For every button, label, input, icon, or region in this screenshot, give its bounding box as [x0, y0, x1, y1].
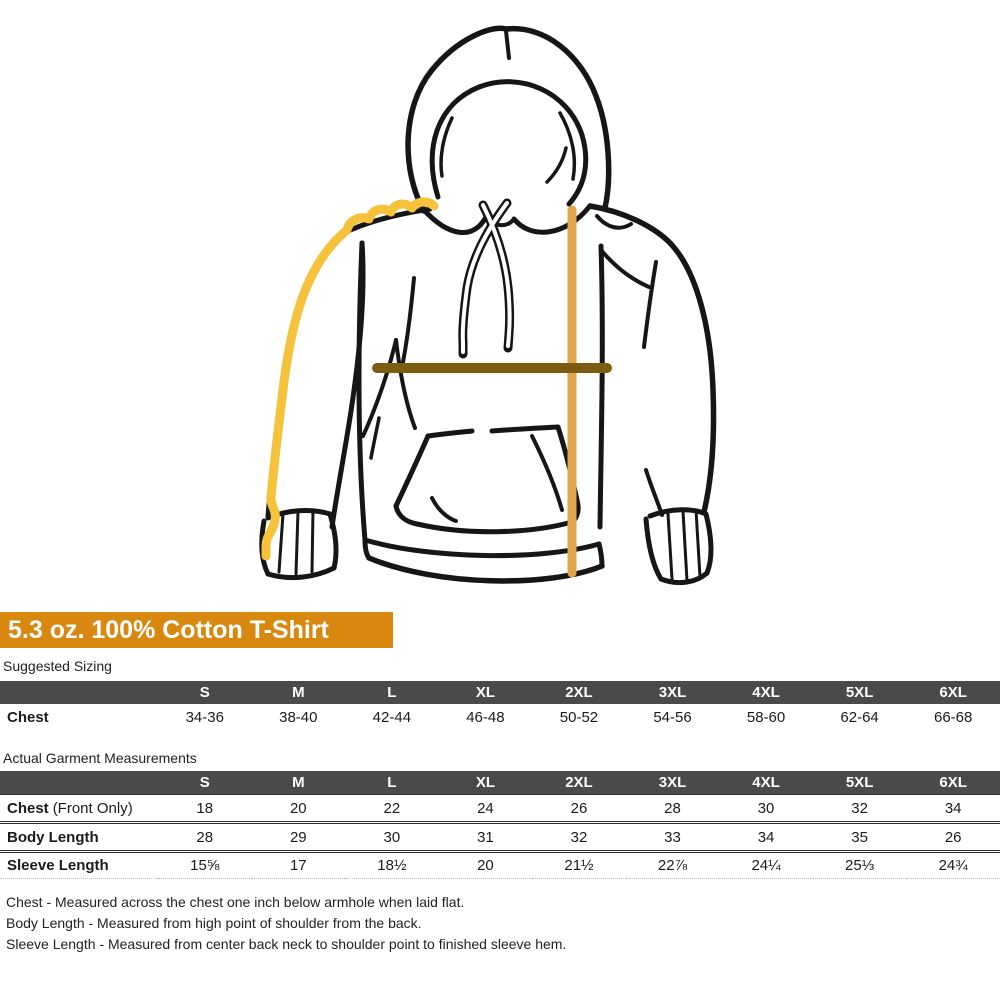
- product-banner: 5.3 oz. 100% Cotton T-Shirt G500: [0, 612, 393, 680]
- value-cell: 21½: [532, 853, 626, 879]
- size-header-cell: 6XL: [906, 771, 1000, 794]
- row-label: Body Length: [0, 824, 158, 853]
- row-label: Sleeve Length: [0, 853, 158, 879]
- table-row: Body Length 28 29 30 31 32 33 34 35 26: [0, 824, 1000, 853]
- value-cell: 20: [251, 794, 346, 824]
- size-header-row: S M L XL 2XL 3XL 4XL 5XL 6XL: [0, 771, 1000, 794]
- size-header-row: S M L XL 2XL 3XL 4XL 5XL 6XL: [0, 681, 1000, 704]
- value-cell: 26: [532, 794, 626, 824]
- row-label: Chest: [7, 708, 49, 726]
- value-cell: 22⅞: [625, 853, 720, 879]
- size-header-cell: M: [251, 771, 346, 794]
- value-cell: 15⅝: [158, 853, 252, 879]
- table-row: Sleeve Length 15⅝ 17 18½ 20 21½ 22⅞ 24¼ …: [0, 853, 1000, 879]
- size-header-cell: 4XL: [719, 681, 813, 704]
- size-header-cell: S: [158, 681, 252, 704]
- suggested-sizing-label: Suggested Sizing: [3, 658, 112, 674]
- note-body-length: Body Length - Measured from high point o…: [6, 915, 422, 931]
- note-chest: Chest - Measured across the chest one in…: [6, 894, 465, 910]
- garment-measurements-table: S M L XL 2XL 3XL 4XL 5XL 6XL Chest (Front…: [0, 771, 1000, 879]
- value-cell: 24¼: [719, 853, 813, 879]
- size-header-cell: 2XL: [532, 681, 626, 704]
- size-header-cell: 2XL: [532, 771, 626, 794]
- hoodie-diagram: [259, 25, 717, 586]
- size-header-cell: M: [251, 681, 346, 704]
- size-header-cell: XL: [438, 771, 533, 794]
- size-header-cell: XL: [438, 681, 533, 704]
- size-header-cell: 4XL: [719, 771, 813, 794]
- value-cell: 34: [906, 794, 1000, 824]
- value-cell: 18½: [345, 853, 439, 879]
- value-cell: 24¾: [906, 853, 1000, 879]
- garment-measurements-label: Actual Garment Measurements: [3, 750, 197, 766]
- value-cell: 54-56: [653, 708, 692, 726]
- value-cell: 26: [906, 824, 1000, 853]
- value-cell: 28: [158, 824, 252, 853]
- value-cell: 58-60: [746, 708, 786, 726]
- hoodie-outline: [259, 25, 717, 586]
- table-row: Chest (Front Only) 18 20 22 24 26 28 30 3…: [0, 794, 1000, 824]
- value-cell: 46-48: [466, 708, 505, 726]
- value-cell: 32: [532, 824, 626, 853]
- row-label: Chest (Front Only): [0, 794, 158, 824]
- table-row: Chest 34-36 38-40 42-44 46-48 50-52 54-5…: [0, 704, 1000, 730]
- size-header-cell: 5XL: [812, 681, 907, 704]
- value-cell: 28: [625, 794, 720, 824]
- size-header-cell: 3XL: [625, 771, 720, 794]
- value-cell: 35: [812, 824, 907, 853]
- size-header-cell: 6XL: [906, 681, 1000, 704]
- header-spacer: [0, 771, 158, 794]
- value-cell: 66-68: [934, 708, 973, 726]
- value-cell: 62-64: [840, 708, 879, 726]
- value-cell: 25⅓: [812, 853, 907, 879]
- value-cell: 31: [438, 824, 533, 853]
- value-cell: 18: [158, 794, 252, 824]
- value-cell: 33: [625, 824, 720, 853]
- value-cell: 29: [251, 824, 346, 853]
- size-header-cell: S: [158, 771, 252, 794]
- size-header-cell: L: [345, 771, 439, 794]
- note-sleeve-length: Sleeve Length - Measured from center bac…: [6, 936, 567, 952]
- size-header-cell: L: [345, 681, 439, 704]
- size-header-cell: 5XL: [812, 771, 907, 794]
- value-cell: 30: [719, 794, 813, 824]
- value-cell: 30: [345, 824, 439, 853]
- suggested-sizing-table: S M L XL 2XL 3XL 4XL 5XL 6XL Chest 34-36…: [0, 681, 1000, 730]
- value-cell: 24: [438, 794, 533, 824]
- value-cell: 50-52: [559, 708, 599, 726]
- sleeve-measure-line: [261, 197, 439, 561]
- value-cell: 42-44: [372, 708, 412, 726]
- value-cell: 20: [438, 853, 533, 879]
- size-header-cell: 3XL: [625, 681, 720, 704]
- measurement-notes: Chest - Measured across the chest one in…: [0, 892, 1000, 955]
- value-cell: 32: [812, 794, 907, 824]
- value-cell: 17: [251, 853, 346, 879]
- value-cell: 34-36: [185, 708, 224, 726]
- value-cell: 34: [719, 824, 813, 853]
- value-cell: 22: [345, 794, 439, 824]
- value-cell: 38-40: [279, 708, 318, 726]
- header-spacer: [0, 681, 158, 704]
